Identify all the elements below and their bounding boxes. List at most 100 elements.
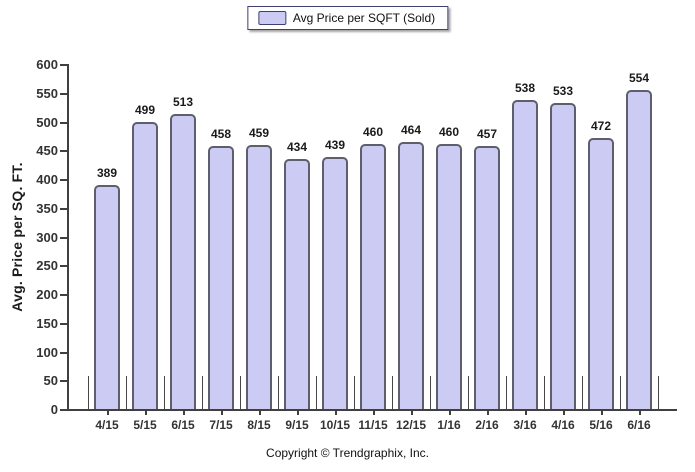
x-tick bbox=[639, 411, 641, 415]
y-tick-label: 0 bbox=[50, 402, 58, 417]
legend-swatch-icon bbox=[257, 11, 286, 25]
bar-value-label: 464 bbox=[400, 123, 422, 137]
bar-slot: 460 1/16 bbox=[429, 64, 468, 432]
bar bbox=[284, 159, 310, 409]
y-tick-label: 550 bbox=[36, 85, 58, 101]
x-tick-label: 6/15 bbox=[171, 418, 195, 432]
bar bbox=[398, 142, 424, 409]
bar bbox=[588, 138, 614, 409]
y-tick bbox=[60, 150, 67, 153]
x-tick-label: 5/16 bbox=[589, 418, 613, 432]
x-tick bbox=[601, 411, 603, 415]
bar-value-label: 499 bbox=[134, 103, 156, 117]
bar-value-label: 472 bbox=[590, 119, 612, 133]
y-tick bbox=[60, 236, 67, 239]
x-tick bbox=[107, 411, 109, 415]
y-tick bbox=[60, 179, 67, 181]
y-tick bbox=[60, 322, 67, 325]
x-tick-label: 4/15 bbox=[95, 418, 119, 432]
x-tick-label: 8/15 bbox=[247, 418, 271, 432]
y-tick bbox=[60, 64, 67, 66]
y-tick bbox=[60, 207, 67, 210]
bar-slot: 554 6/16 bbox=[619, 64, 659, 432]
y-tick-label: 400 bbox=[36, 172, 58, 187]
bar bbox=[170, 114, 196, 409]
x-tick-label: 2/16 bbox=[475, 418, 499, 432]
y-tick-label: 50 bbox=[43, 373, 58, 389]
y-tick bbox=[60, 351, 67, 354]
bars-container: 389 4/15 499 5/15 513 6/15 458 7/15 459 8/15 434 9/… bbox=[87, 64, 659, 432]
x-tick bbox=[449, 411, 451, 415]
y-tick-label: 300 bbox=[36, 229, 58, 245]
x-tick-label: 11/15 bbox=[358, 418, 388, 432]
bar-value-label: 389 bbox=[96, 166, 118, 180]
x-tick bbox=[487, 411, 489, 415]
bar-value-label: 434 bbox=[286, 140, 308, 154]
bar-value-label: 439 bbox=[324, 138, 346, 152]
x-tick-label: 9/15 bbox=[285, 418, 309, 432]
y-axis-line bbox=[67, 64, 69, 411]
bar-value-label: 460 bbox=[362, 125, 384, 139]
y-tick-label: 150 bbox=[36, 315, 58, 331]
x-tick-label: 10/15 bbox=[319, 418, 351, 432]
bar-slot: 533 4/16 bbox=[543, 64, 582, 432]
y-tick bbox=[60, 294, 67, 296]
x-tick bbox=[297, 411, 299, 415]
bar bbox=[132, 122, 158, 409]
bar-slot: 457 2/16 bbox=[467, 64, 506, 432]
bar-slot: 499 5/15 bbox=[125, 64, 164, 432]
bar-value-label: 457 bbox=[476, 127, 498, 141]
x-tick-label: 5/15 bbox=[133, 418, 157, 432]
x-tick bbox=[183, 411, 185, 415]
bar-slot: 464 12/15 bbox=[391, 64, 430, 432]
x-tick bbox=[411, 411, 413, 415]
x-tick-label: 3/16 bbox=[513, 418, 537, 432]
bar-value-label: 459 bbox=[248, 126, 270, 140]
bar bbox=[512, 100, 538, 409]
copyright-text: Copyright © Trendgraphix, Inc. bbox=[266, 446, 429, 460]
x-axis-line bbox=[67, 409, 677, 411]
bar-slot: 434 9/15 bbox=[277, 64, 316, 432]
bar-value-label: 460 bbox=[438, 125, 460, 139]
bar bbox=[208, 146, 234, 409]
bar bbox=[436, 144, 462, 409]
x-tick-label: 6/16 bbox=[627, 418, 651, 432]
x-tick-label: 4/16 bbox=[551, 418, 575, 432]
x-tick bbox=[373, 411, 375, 415]
bar-value-label: 554 bbox=[628, 71, 650, 85]
x-tick-label: 12/15 bbox=[395, 418, 427, 432]
x-tick bbox=[335, 411, 337, 415]
bar-value-label: 513 bbox=[172, 95, 194, 109]
y-tick bbox=[60, 265, 67, 268]
bar-slot: 460 11/15 bbox=[353, 64, 392, 432]
y-tick-label: 250 bbox=[36, 258, 58, 274]
bar-slot: 513 6/15 bbox=[163, 64, 202, 432]
bar bbox=[474, 146, 500, 409]
y-tick-label: 450 bbox=[36, 143, 58, 159]
bar bbox=[94, 185, 120, 409]
x-tick bbox=[563, 411, 565, 415]
bar-slot: 458 7/15 bbox=[201, 64, 240, 432]
bar-value-label: 458 bbox=[210, 127, 232, 141]
bar-slot: 439 10/15 bbox=[315, 64, 354, 432]
bar-slot: 538 3/16 bbox=[505, 64, 544, 432]
bar bbox=[550, 103, 576, 409]
y-tick-label: 500 bbox=[36, 114, 58, 130]
y-tick-label: 200 bbox=[36, 287, 58, 302]
x-tick bbox=[525, 411, 527, 415]
bar-slot: 472 5/16 bbox=[581, 64, 620, 432]
bar bbox=[322, 157, 348, 409]
x-tick bbox=[145, 411, 147, 415]
x-tick bbox=[221, 411, 223, 415]
bar-value-label: 533 bbox=[552, 84, 574, 98]
y-tick-label: 100 bbox=[36, 344, 58, 360]
y-tick bbox=[60, 92, 67, 95]
bar bbox=[626, 90, 652, 409]
x-tick-label: 1/16 bbox=[437, 418, 461, 432]
y-tick bbox=[60, 409, 67, 411]
bar bbox=[246, 145, 272, 409]
bar-slot: 459 8/15 bbox=[239, 64, 278, 432]
y-tick-label: 350 bbox=[36, 200, 58, 216]
y-tick-label: 600 bbox=[36, 57, 58, 72]
